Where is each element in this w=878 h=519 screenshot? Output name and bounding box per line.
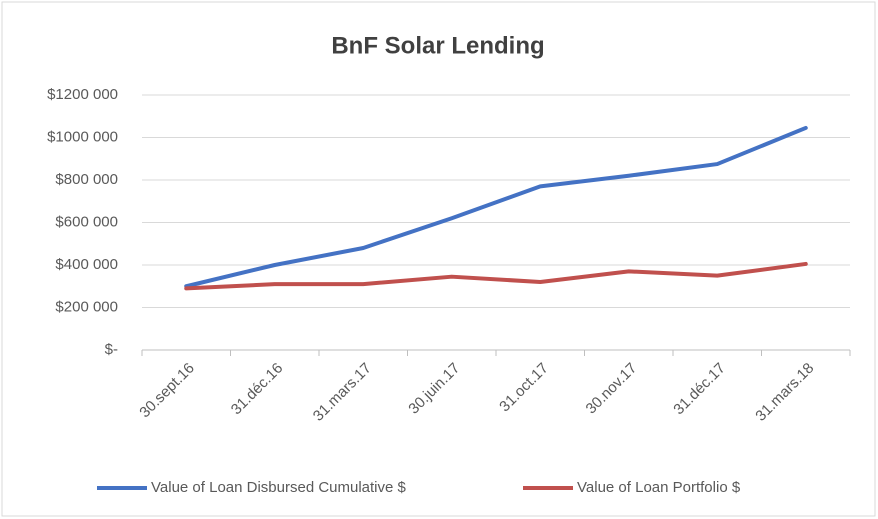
y-tick-label: $600 000 [55, 213, 118, 230]
legend-label: Value of Loan Portfolio $ [577, 479, 741, 496]
line-series [184, 125, 808, 289]
y-tick-label: $1200 000 [47, 86, 118, 103]
y-tick-label: $- [105, 341, 118, 358]
legend-label: Value of Loan Disbursed Cumulative $ [151, 479, 407, 496]
y-tick-label: $200 000 [55, 298, 118, 315]
y-tick-label: $1000 000 [47, 128, 118, 145]
chart-title: BnF Solar Lending [331, 32, 544, 59]
y-tick-label: $400 000 [55, 256, 118, 273]
line-series [184, 261, 808, 291]
y-tick-label: $800 000 [55, 171, 118, 188]
